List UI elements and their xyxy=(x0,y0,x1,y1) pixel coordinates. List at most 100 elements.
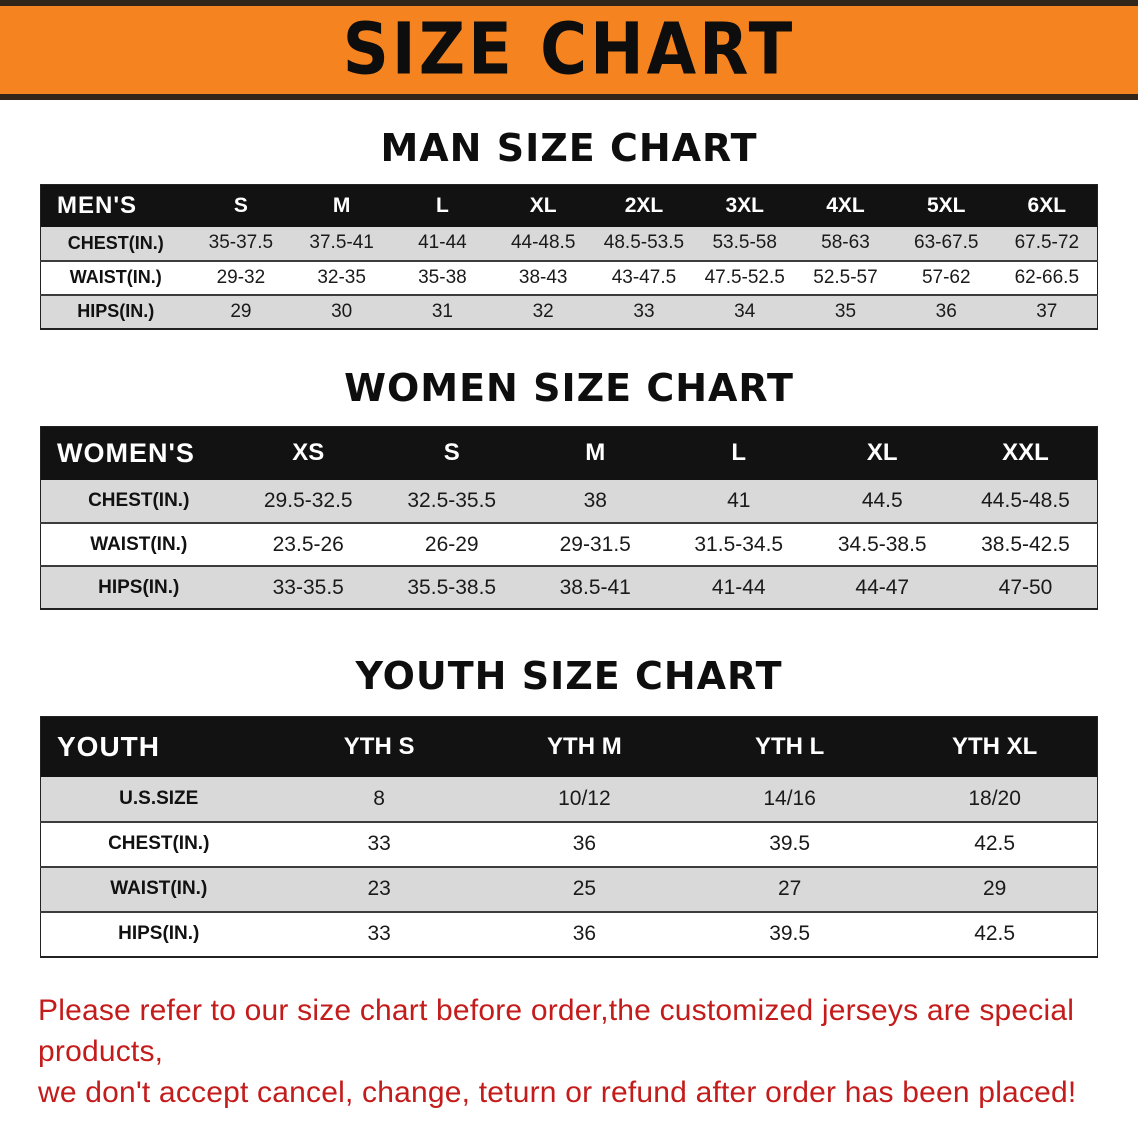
row-label: HIPS(IN.) xyxy=(118,923,200,944)
size-value: 33 xyxy=(367,832,391,855)
size-value: 30 xyxy=(331,300,353,322)
table-row: HIPS(IN.) 33 36 39.5 42.5 xyxy=(40,911,1098,957)
row-label: CHEST(IN.) xyxy=(108,833,210,854)
size-value: 38 xyxy=(583,489,607,512)
size-column-header: XL xyxy=(492,184,594,227)
men-size-chart-section: MAN SIZE CHART MEN'S S M L XL 2XL 3XL 4XL 5XL 6XL… xyxy=(0,126,1138,330)
size-column-header: 6XL xyxy=(996,184,1098,227)
size-value: 39.5 xyxy=(769,922,811,945)
table-row: CHEST(IN.) 29.5-32.5 32.5-35.5 38 41 44.5 44.5… xyxy=(40,480,1098,523)
size-value: 44-47 xyxy=(855,575,910,599)
size-value: 35-38 xyxy=(418,266,467,288)
size-value: 29.5-32.5 xyxy=(263,489,353,512)
size-value: 36 xyxy=(935,300,957,322)
size-value: 37 xyxy=(1036,300,1058,322)
table-header-row: WOMEN'S XS S M L XL XXL xyxy=(40,426,1098,480)
row-label: U.S.SIZE xyxy=(119,787,199,809)
page-title: SIZE CHART xyxy=(342,8,796,92)
size-value: 33 xyxy=(633,300,655,322)
size-column-header: YTH L xyxy=(687,716,893,777)
size-value: 29-31.5 xyxy=(559,532,631,556)
size-value: 38.5-41 xyxy=(559,575,631,599)
size-value: 8 xyxy=(373,786,385,810)
size-value: 32 xyxy=(532,300,554,322)
men-section-heading: MAN SIZE CHART xyxy=(380,126,758,170)
size-value: 29-32 xyxy=(216,266,266,288)
disclaimer-note: Please refer to our size chart before or… xyxy=(38,990,1100,1114)
disclaimer-line-1: Please refer to our size chart before or… xyxy=(38,993,1075,1068)
row-label: WAIST(IN.) xyxy=(69,267,162,287)
size-value: 35-37.5 xyxy=(208,232,274,253)
table-row: HIPS(IN.) 33-35.5 35.5-38.5 38.5-41 41-44 44-… xyxy=(40,566,1098,609)
youth-size-table: YOUTH YTH S YTH M YTH L YTH XL U.S.SIZE 8 10/12… xyxy=(40,716,1098,958)
size-column-header: 3XL xyxy=(694,184,796,227)
size-column-header: YTH S xyxy=(276,716,482,777)
size-column-header: L xyxy=(392,184,493,227)
size-value: 37.5-41 xyxy=(309,232,374,253)
size-value: 35 xyxy=(834,300,857,322)
size-value: 63-67.5 xyxy=(914,232,979,253)
size-value: 38.5-42.5 xyxy=(981,532,1070,556)
size-value: 29 xyxy=(230,300,252,322)
size-column-header: XL xyxy=(810,426,954,480)
table-header-row: MEN'S S M L XL 2XL 3XL 4XL 5XL 6XL xyxy=(40,184,1098,227)
size-value: 33 xyxy=(367,922,391,945)
size-value: 52.5-57 xyxy=(813,266,878,288)
men-size-table: MEN'S S M L XL 2XL 3XL 4XL 5XL 6XL CHEST(IN.) 35-37… xyxy=(40,184,1098,330)
table-corner-label: WOMEN'S xyxy=(40,426,237,480)
size-value: 53.5-58 xyxy=(712,232,777,253)
size-value: 57-62 xyxy=(921,266,971,288)
women-size-table: WOMEN'S XS S M L XL XXL CHEST(IN.) 29.5-32.5 32.5… xyxy=(40,425,1098,610)
size-column-header: 2XL xyxy=(593,184,695,227)
women-size-chart-section: WOMEN SIZE CHART WOMEN'S XS S M L XL XXL CHEST(… xyxy=(0,366,1138,610)
size-value: 36 xyxy=(572,922,597,945)
row-label: WAIST(IN.) xyxy=(110,878,208,899)
size-value: 43-47.5 xyxy=(611,266,677,288)
row-label: WAIST(IN.) xyxy=(90,533,188,555)
size-value: 26-29 xyxy=(424,532,479,556)
size-column-header: M xyxy=(291,184,393,227)
size-column-header: S xyxy=(190,184,292,227)
size-column-header: S xyxy=(380,426,524,480)
size-value: 32.5-35.5 xyxy=(407,489,497,512)
size-value: 41 xyxy=(727,489,751,512)
size-value: 48.5-53.5 xyxy=(603,232,685,253)
row-label: HIPS(IN.) xyxy=(98,576,180,598)
table-row: WAIST(IN.) 23 25 27 29 xyxy=(40,866,1098,912)
row-label: CHEST(IN.) xyxy=(67,232,164,253)
youth-section-heading: YOUTH SIZE CHART xyxy=(355,654,783,698)
size-value: 41-44 xyxy=(711,575,766,599)
size-column-header: M xyxy=(523,426,667,480)
size-value: 36 xyxy=(572,832,597,855)
disclaimer-line-2: we don't accept cancel, change, teturn o… xyxy=(38,1076,1077,1110)
size-value: 47-50 xyxy=(998,575,1053,599)
table-corner-label: YOUTH xyxy=(40,716,277,777)
size-value: 39.5 xyxy=(769,832,811,855)
row-label: CHEST(IN.) xyxy=(88,490,190,511)
size-value: 31.5-34.5 xyxy=(694,532,784,556)
size-column-header: L xyxy=(667,426,811,480)
size-value: 32-35 xyxy=(317,266,366,288)
size-value: 34.5-38.5 xyxy=(837,532,927,556)
row-label: HIPS(IN.) xyxy=(77,301,155,321)
size-value: 42.5 xyxy=(974,832,1016,855)
size-value: 34 xyxy=(734,300,756,322)
size-value: 23 xyxy=(367,877,391,900)
size-value: 44.5 xyxy=(861,489,903,512)
size-value: 47.5-52.5 xyxy=(704,266,785,288)
size-value: 33-35.5 xyxy=(272,575,344,599)
table-row: WAIST(IN.) 23.5-26 26-29 29-31.5 31.5-34.5 34… xyxy=(40,523,1098,566)
table-row: CHEST(IN.) 33 36 39.5 42.5 xyxy=(40,821,1098,867)
size-column-header: YTH M xyxy=(481,716,687,777)
table-row: U.S.SIZE 8 10/12 14/16 18/20 xyxy=(40,776,1098,822)
size-value: 44-48.5 xyxy=(510,232,576,253)
size-value: 58-63 xyxy=(821,232,870,253)
size-value: 35.5-38.5 xyxy=(407,575,497,599)
size-value: 14/16 xyxy=(763,786,816,810)
size-value: 44.5-48.5 xyxy=(981,489,1070,512)
table-row: HIPS(IN.) 29 30 31 32 33 34 35 36 37 xyxy=(40,294,1098,329)
size-value: 27 xyxy=(777,877,802,900)
size-chart-banner: SIZE CHART xyxy=(0,0,1138,100)
size-column-header: 5XL xyxy=(895,184,997,227)
size-column-header: XXL xyxy=(954,426,1098,480)
